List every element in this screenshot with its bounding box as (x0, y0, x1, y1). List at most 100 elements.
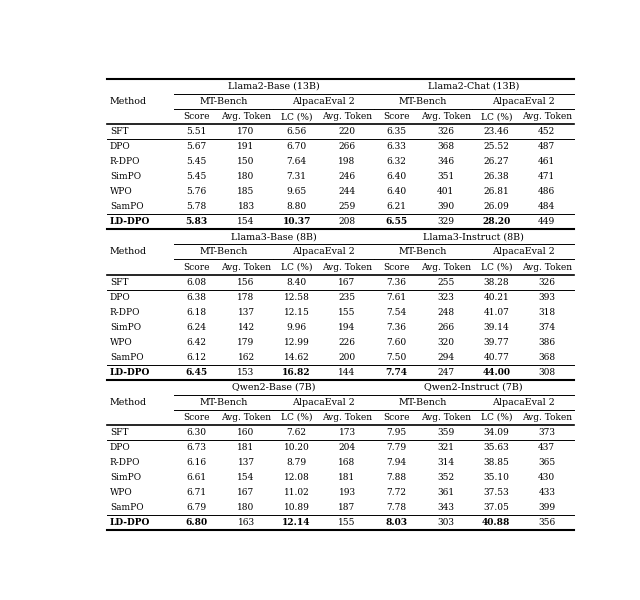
Text: 10.37: 10.37 (282, 217, 311, 226)
Text: 6.33: 6.33 (387, 142, 406, 151)
Text: 5.45: 5.45 (186, 172, 207, 181)
Text: 150: 150 (237, 157, 255, 166)
Text: 7.94: 7.94 (387, 458, 406, 467)
Text: 374: 374 (538, 323, 556, 332)
Text: 8.40: 8.40 (287, 278, 307, 287)
Text: R-DPO: R-DPO (110, 458, 140, 467)
Text: 437: 437 (538, 443, 556, 452)
Text: 163: 163 (237, 518, 255, 527)
Text: 7.72: 7.72 (387, 488, 406, 497)
Text: 162: 162 (237, 353, 255, 362)
Text: 39.77: 39.77 (483, 338, 509, 347)
Text: 26.09: 26.09 (483, 202, 509, 211)
Text: 168: 168 (339, 458, 356, 467)
Text: SFT: SFT (110, 278, 128, 287)
Text: 137: 137 (237, 458, 255, 467)
Text: 390: 390 (437, 202, 454, 211)
Text: Qwen2-Instruct (7B): Qwen2-Instruct (7B) (424, 383, 523, 392)
Text: Avg. Token: Avg. Token (221, 112, 271, 121)
Text: Avg. Token: Avg. Token (322, 263, 372, 272)
Text: 266: 266 (437, 323, 454, 332)
Text: 487: 487 (538, 142, 556, 151)
Text: 12.58: 12.58 (284, 293, 310, 302)
Text: 14.62: 14.62 (284, 353, 309, 362)
Text: 6.45: 6.45 (186, 368, 208, 377)
Text: 247: 247 (437, 368, 454, 377)
Text: 7.36: 7.36 (387, 323, 406, 332)
Text: Llama3-Instruct (8B): Llama3-Instruct (8B) (423, 232, 524, 241)
Text: 6.40: 6.40 (387, 187, 406, 196)
Text: MT-Bench: MT-Bench (399, 247, 447, 256)
Text: Llama2-Base (13B): Llama2-Base (13B) (228, 82, 320, 91)
Text: 38.85: 38.85 (483, 458, 509, 467)
Text: 167: 167 (339, 278, 356, 287)
Text: Avg. Token: Avg. Token (522, 112, 572, 121)
Text: AlpacaEval 2: AlpacaEval 2 (492, 398, 554, 407)
Text: 351: 351 (437, 172, 454, 181)
Text: 40.88: 40.88 (482, 518, 511, 527)
Text: MT-Bench: MT-Bench (199, 398, 248, 407)
Text: LC (%): LC (%) (281, 112, 312, 121)
Text: 34.09: 34.09 (483, 428, 509, 437)
Text: LC (%): LC (%) (481, 413, 512, 422)
Text: R-DPO: R-DPO (110, 308, 140, 317)
Text: 6.42: 6.42 (187, 338, 207, 347)
Text: 137: 137 (237, 308, 255, 317)
Text: LD-DPO: LD-DPO (110, 217, 150, 226)
Text: 41.07: 41.07 (483, 308, 509, 317)
Text: 255: 255 (437, 278, 454, 287)
Text: 154: 154 (237, 473, 255, 482)
Text: 155: 155 (339, 518, 356, 527)
Text: 248: 248 (437, 308, 454, 317)
Text: Method: Method (110, 97, 147, 106)
Text: WPO: WPO (110, 338, 132, 347)
Text: 208: 208 (339, 217, 356, 226)
Text: AlpacaEval 2: AlpacaEval 2 (492, 97, 554, 106)
Text: 5.67: 5.67 (187, 142, 207, 151)
Text: DPO: DPO (110, 293, 131, 302)
Text: 37.05: 37.05 (483, 503, 509, 512)
Text: 343: 343 (437, 503, 454, 512)
Text: 266: 266 (339, 142, 356, 151)
Text: 326: 326 (437, 127, 454, 136)
Text: 9.65: 9.65 (287, 187, 307, 196)
Text: 181: 181 (237, 443, 255, 452)
Text: Qwen2-Base (7B): Qwen2-Base (7B) (232, 383, 316, 392)
Text: 259: 259 (339, 202, 356, 211)
Text: 365: 365 (538, 458, 556, 467)
Text: 26.27: 26.27 (483, 157, 509, 166)
Text: 461: 461 (538, 157, 556, 166)
Text: LC (%): LC (%) (481, 263, 512, 272)
Text: 194: 194 (339, 323, 356, 332)
Text: Avg. Token: Avg. Token (221, 413, 271, 422)
Text: Method: Method (110, 247, 147, 256)
Text: 7.64: 7.64 (287, 157, 307, 166)
Text: 7.74: 7.74 (385, 368, 408, 377)
Text: WPO: WPO (110, 187, 132, 196)
Text: 12.08: 12.08 (284, 473, 309, 482)
Text: 6.80: 6.80 (186, 518, 208, 527)
Text: 25.52: 25.52 (483, 142, 509, 151)
Text: 7.95: 7.95 (387, 428, 406, 437)
Text: LD-DPO: LD-DPO (110, 518, 150, 527)
Text: Score: Score (184, 112, 210, 121)
Text: 246: 246 (339, 172, 356, 181)
Text: AlpacaEval 2: AlpacaEval 2 (292, 97, 355, 106)
Text: 430: 430 (538, 473, 556, 482)
Text: 26.38: 26.38 (483, 172, 509, 181)
Text: 226: 226 (339, 338, 356, 347)
Text: 156: 156 (237, 278, 255, 287)
Text: 191: 191 (237, 142, 255, 151)
Text: 7.62: 7.62 (287, 428, 307, 437)
Text: 6.40: 6.40 (387, 172, 406, 181)
Text: 8.79: 8.79 (287, 458, 307, 467)
Text: 6.32: 6.32 (387, 157, 406, 166)
Text: 6.18: 6.18 (187, 308, 207, 317)
Text: MT-Bench: MT-Bench (199, 97, 248, 106)
Text: 308: 308 (538, 368, 556, 377)
Text: 5.76: 5.76 (187, 187, 207, 196)
Text: 38.28: 38.28 (483, 278, 509, 287)
Text: 5.51: 5.51 (186, 127, 207, 136)
Text: 433: 433 (538, 488, 556, 497)
Text: SFT: SFT (110, 127, 128, 136)
